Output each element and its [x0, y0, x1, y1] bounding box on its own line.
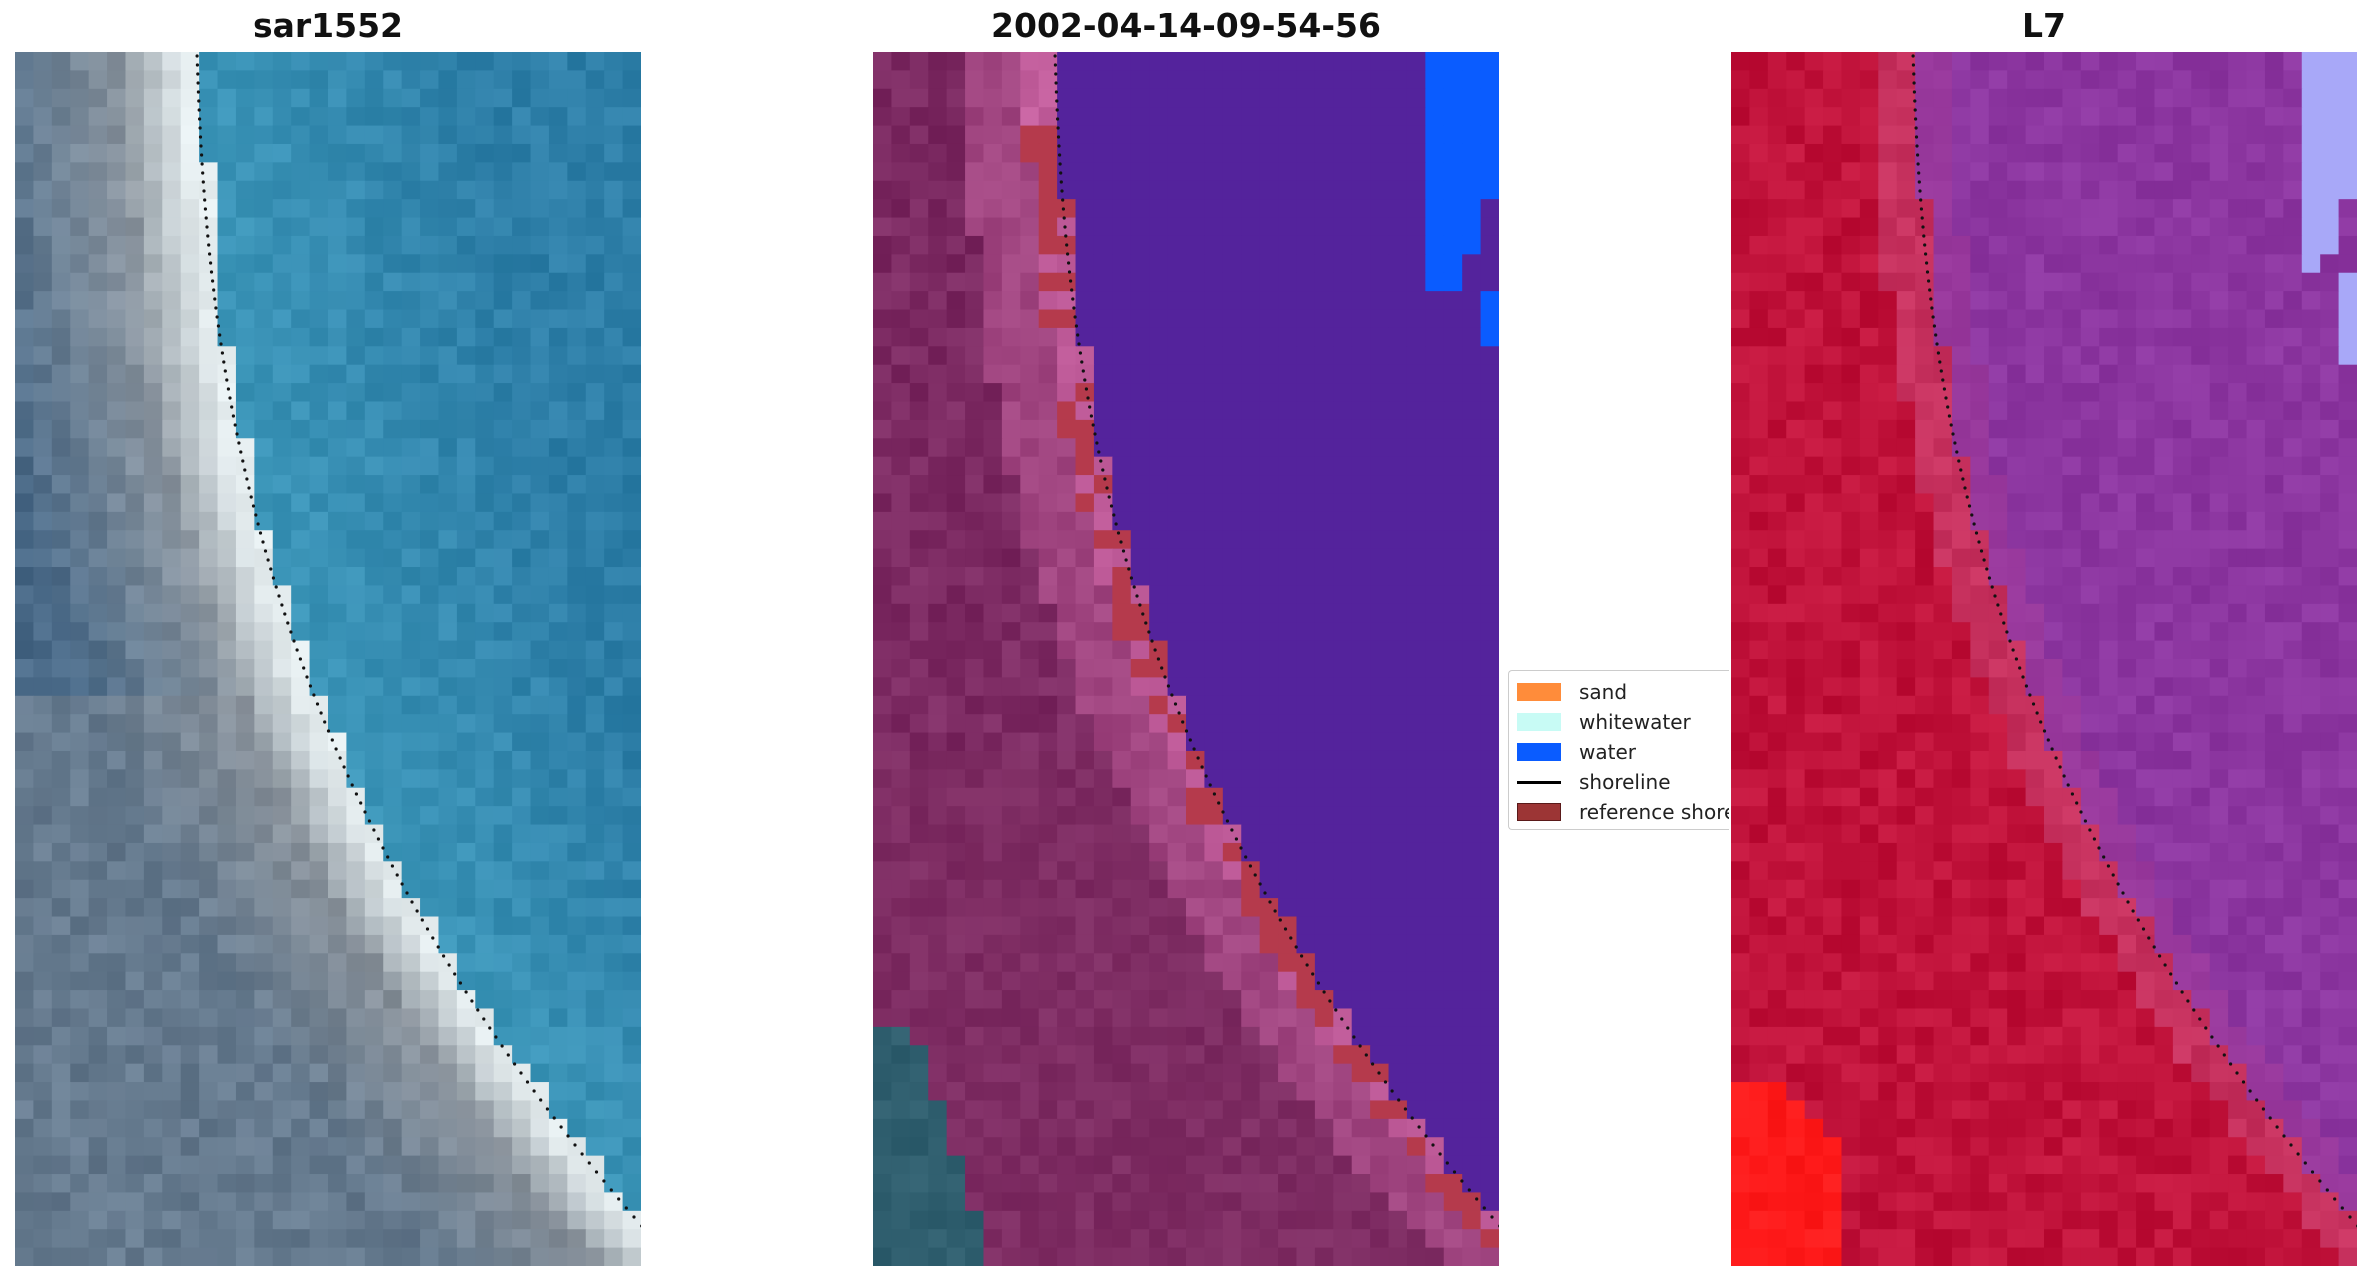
legend-item: whitewater	[1517, 709, 1691, 735]
classified-image	[873, 52, 1499, 1266]
legend-swatch	[1517, 803, 1561, 821]
panel-title: sar1552	[252, 6, 404, 45]
legend-label: water	[1579, 740, 1636, 764]
legend-swatch	[1517, 683, 1561, 701]
legend: sand whitewater water shoreline reference sh…	[1508, 670, 1729, 830]
rgb-satellite-image	[15, 52, 641, 1266]
legend-label: reference shoreline	[1579, 800, 1729, 824]
legend-item: shoreline	[1517, 769, 1671, 795]
shoreline-dots	[1911, 54, 2357, 1228]
legend-item: water	[1517, 739, 1636, 765]
legend-label: shoreline	[1579, 770, 1671, 794]
legend-swatch	[1517, 743, 1561, 761]
legend-swatch	[1517, 780, 1561, 784]
panel-title: L7	[2022, 6, 2066, 45]
shoreline-dots	[1053, 54, 1499, 1228]
legend-swatch	[1517, 713, 1561, 731]
water-index-image	[1731, 52, 2357, 1266]
panel-title: 2002-04-14-09-54-56	[991, 6, 1381, 45]
legend-label: sand	[1579, 680, 1628, 704]
legend-item: reference shoreline	[1517, 799, 1729, 825]
legend-label: whitewater	[1579, 710, 1691, 734]
legend-item: sand	[1517, 679, 1627, 705]
shoreline-dots	[195, 54, 641, 1228]
